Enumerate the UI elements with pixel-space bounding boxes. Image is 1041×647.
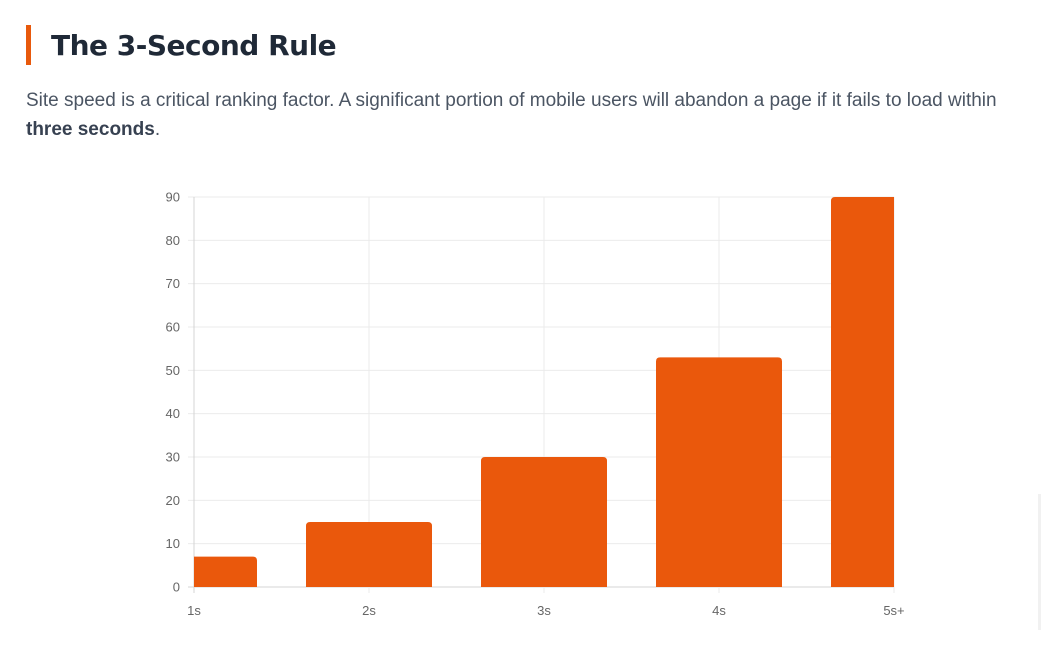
y-tick-label: 80 xyxy=(166,233,180,248)
description-end: . xyxy=(154,119,161,140)
y-tick-label: 50 xyxy=(166,363,180,378)
bar-2s xyxy=(306,522,432,587)
x-tick-label: 4s xyxy=(712,603,726,618)
x-tick-label: 1s xyxy=(187,603,201,618)
description-text: Site speed is a critical ranking factor.… xyxy=(26,90,997,111)
y-tick-label: 0 xyxy=(173,580,180,595)
y-tick-label: 90 xyxy=(166,190,180,205)
x-tick-label: 5s+ xyxy=(883,603,904,618)
page-title: The 3-Second Rule xyxy=(51,28,337,62)
bar-4s xyxy=(656,357,782,587)
y-tick-label: 30 xyxy=(166,450,180,465)
x-tick-label: 3s xyxy=(537,603,551,618)
description-emphasis: three seconds xyxy=(26,119,155,140)
bar-5s+ xyxy=(831,197,894,587)
y-tick-label: 40 xyxy=(166,406,180,421)
bar-3s xyxy=(481,457,607,587)
y-tick-label: 20 xyxy=(166,493,180,508)
bar-series xyxy=(194,197,894,587)
bar-1s xyxy=(194,556,257,587)
x-tick-label: 2s xyxy=(362,603,376,618)
description: Site speed is a critical ranking factor.… xyxy=(26,86,1031,144)
y-tick-label: 70 xyxy=(166,276,180,291)
scroll-edge xyxy=(1038,494,1041,630)
section-header: The 3-Second Rule xyxy=(26,25,337,65)
y-tick-label: 60 xyxy=(166,320,180,335)
y-tick-label: 10 xyxy=(166,536,180,551)
title-accent-bar xyxy=(26,25,31,65)
